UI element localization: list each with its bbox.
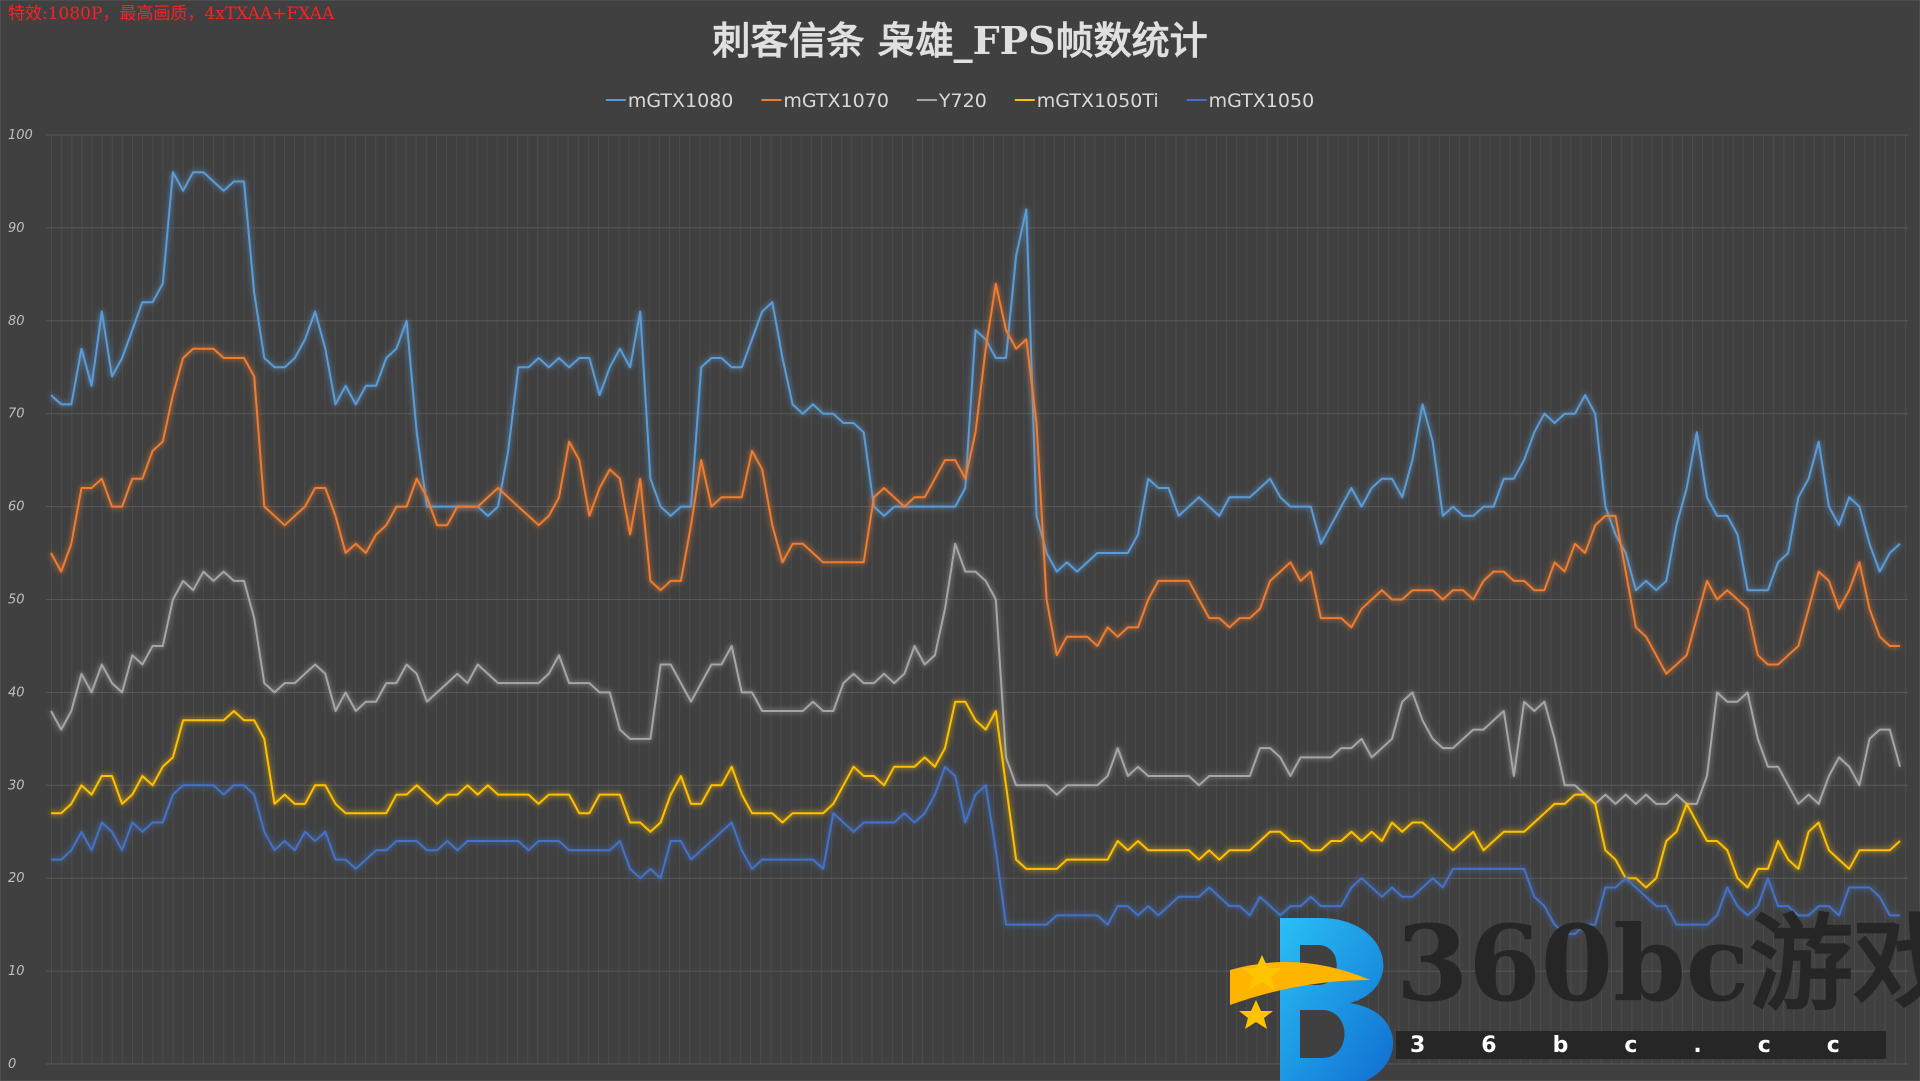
legend-label: mGTX1080: [628, 90, 734, 112]
y-tick-label: 60: [8, 500, 25, 515]
legend-label: Y720: [938, 90, 987, 112]
series-line: [51, 700, 1901, 889]
watermark-bar: [1396, 1031, 1886, 1059]
watermark-text: 360bc游戏: [1396, 902, 1920, 1025]
y-tick-label: 90: [8, 221, 25, 236]
watermark: 360bc游戏 36bc.cc: [1230, 902, 1920, 1081]
chart-title: 刺客信条 枭雄_FPS帧数统计: [712, 18, 1207, 63]
legend-label: mGTX1070: [783, 90, 889, 112]
y-tick-label: 20: [8, 871, 25, 886]
y-tick-label: 80: [8, 314, 25, 329]
y-tick-label: 30: [8, 778, 25, 793]
annotation: 特效:1080P，最高画质，4xTXAA+FXAA: [8, 4, 335, 24]
watermark-star: [1242, 955, 1282, 990]
series-line: [51, 765, 1900, 935]
y-tick-label: 100: [8, 128, 33, 143]
watermark-url: 36bc.cc: [1410, 1033, 1896, 1058]
y-tick-label: 50: [8, 593, 25, 608]
y-tick-label: 40: [8, 685, 25, 700]
watermark-star: [1239, 1000, 1273, 1029]
series-line: [50, 171, 1901, 592]
legend-label: mGTX1050Ti: [1037, 90, 1159, 112]
y-tick-label: 10: [8, 964, 25, 979]
series-line: [50, 282, 1900, 675]
y-tick-label: 0: [8, 1057, 16, 1072]
legend-label: mGTX1050: [1209, 90, 1315, 112]
y-tick-label: 70: [8, 407, 25, 422]
